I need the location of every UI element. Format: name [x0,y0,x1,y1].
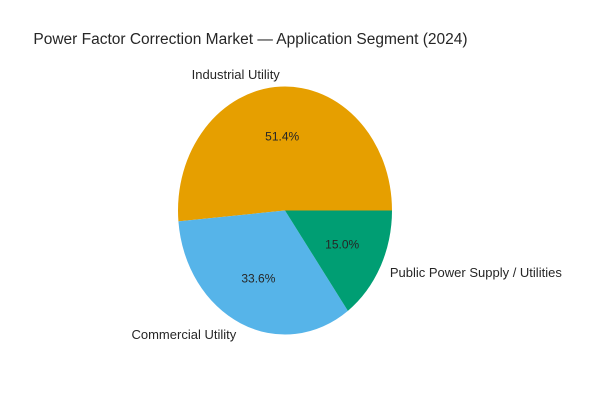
pie-slice-industrial-utility [178,86,392,222]
slice-label-commercial-utility: Commercial Utility [131,327,236,342]
pie-slice-public-power-supply-utilities [285,210,392,311]
pct-label-industrial-utility: 51.4% [265,129,299,143]
chart-title: Power Factor Correction Market — Applica… [33,31,468,48]
slice-label-industrial-utility: Industrial Utility [192,67,281,82]
slice-label-public-power-supply-utilities: Public Power Supply / Utilities [390,265,562,280]
pct-label-public-power-supply-utilities: 15.0% [325,237,359,251]
pie-slice-commercial-utility [178,210,348,335]
pct-label-commercial-utility: 33.6% [241,271,275,285]
